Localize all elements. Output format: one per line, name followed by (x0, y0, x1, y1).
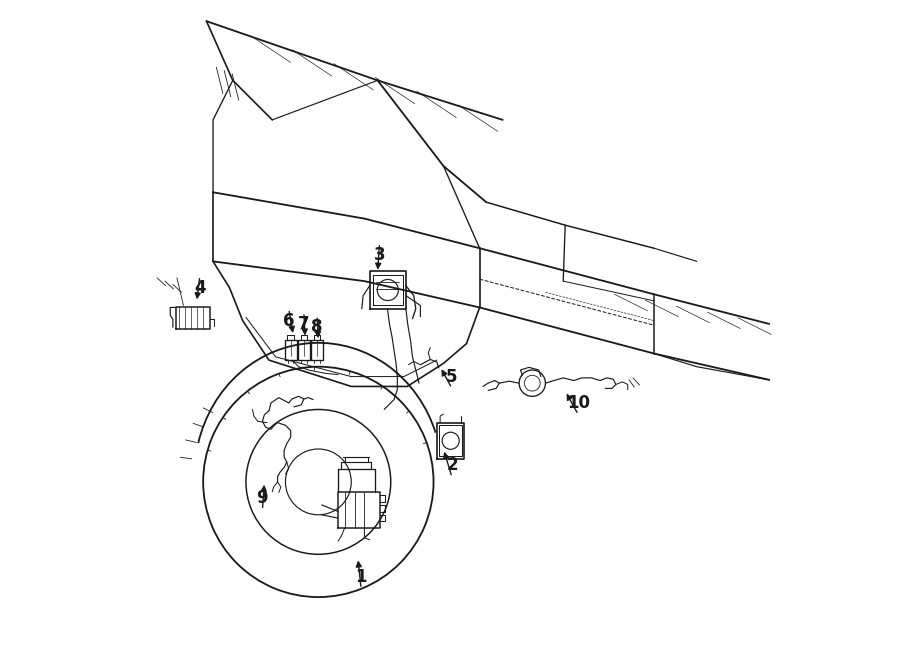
Text: 7: 7 (298, 315, 310, 333)
Text: 4: 4 (194, 279, 206, 297)
Text: 8: 8 (311, 318, 323, 336)
Text: 6: 6 (283, 311, 294, 330)
Text: 2: 2 (446, 457, 458, 475)
Text: 1: 1 (356, 568, 367, 586)
Text: 5: 5 (446, 368, 458, 385)
Text: 3: 3 (374, 246, 385, 264)
Text: 10: 10 (567, 394, 590, 412)
Text: 9: 9 (256, 489, 268, 508)
